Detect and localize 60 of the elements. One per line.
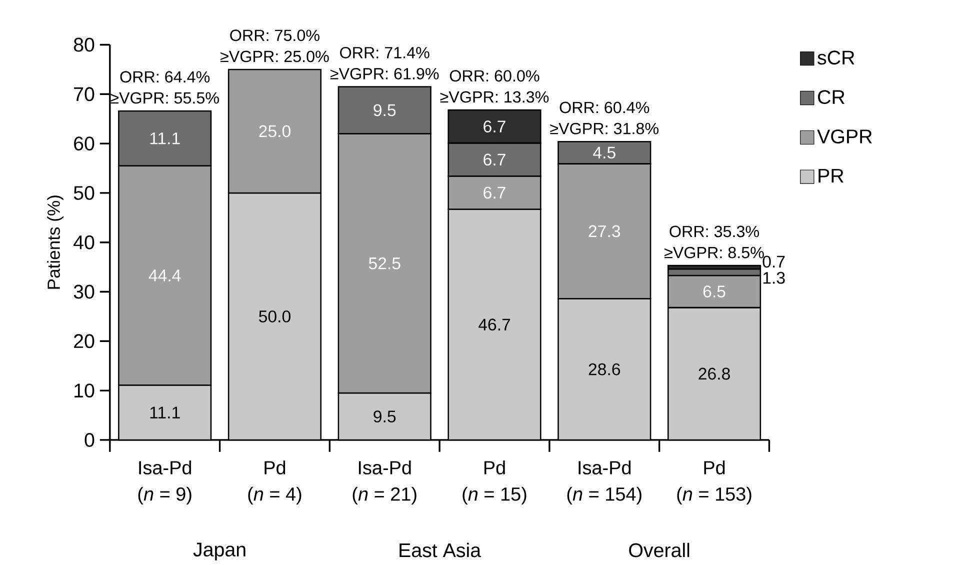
text: (n = 153) xyxy=(677,486,752,505)
annotation: ORR: 64.4% xyxy=(120,71,210,83)
text: (n = 21) xyxy=(352,486,416,505)
legend-label: PR xyxy=(818,168,844,182)
data-label: 44.4 xyxy=(148,270,181,282)
text: East Asia xyxy=(400,542,482,558)
data-label: 9.5 xyxy=(374,410,396,422)
y-tick-label: 60 xyxy=(74,136,94,151)
data-label: 0.7 xyxy=(762,256,785,268)
legend-label: sCR xyxy=(818,50,854,65)
x-tick-label: Pd xyxy=(704,460,725,474)
y-tick-label: 20 xyxy=(74,334,94,348)
data-label: 6.7 xyxy=(484,186,506,199)
data-label: 11.1 xyxy=(150,132,180,144)
data-label: 28.6 xyxy=(588,363,620,376)
text: (n = 15) xyxy=(462,486,526,505)
x-tick-label: Isa-Pd xyxy=(139,460,192,474)
data-label: 46.7 xyxy=(478,318,510,331)
data-label: 1.3 xyxy=(763,272,785,284)
data-label: 11.1 xyxy=(150,406,180,418)
data-label: 4.5 xyxy=(593,146,616,159)
data-label: 9.5 xyxy=(374,104,396,116)
y-tick-label: 70 xyxy=(74,87,94,102)
data-label: 6.7 xyxy=(484,120,506,132)
annotation: ORR: 60.0% xyxy=(450,70,540,82)
data-label: 25.0 xyxy=(259,125,290,138)
y-tick-label: 50 xyxy=(74,186,94,200)
annotation: ≥VGPR: 55.5% xyxy=(110,92,219,104)
y-axis-title: Patients (%) xyxy=(47,196,64,289)
data-label: 27.3 xyxy=(588,225,620,238)
data-label: 52.5 xyxy=(368,257,400,270)
x-tick-label: Isa-Pd xyxy=(578,460,631,474)
annotation: ORR: 71.4% xyxy=(340,46,430,58)
text: (n = 9) xyxy=(138,486,192,505)
text: (n = 4) xyxy=(248,486,302,505)
text: Japan xyxy=(193,542,246,560)
data-label: 26.8 xyxy=(698,368,730,380)
y-tick-label: 10 xyxy=(74,384,94,398)
text: (n = 154) xyxy=(567,486,642,505)
annotation: ORR: 60.4% xyxy=(560,102,650,114)
y-tick-label: 30 xyxy=(74,284,94,299)
legend-label: VGPR xyxy=(817,130,872,144)
annotation: ≥VGPR: 61.9% xyxy=(330,68,439,80)
data-label: 50.0 xyxy=(259,310,290,322)
data-label: 6.5 xyxy=(703,286,726,298)
text: Overall xyxy=(629,542,690,558)
y-tick-label: 40 xyxy=(74,235,94,250)
annotation: ≥VGPR: 8.5% xyxy=(664,246,764,258)
annotation: ≥VGPR: 13.3% xyxy=(440,91,549,103)
x-tick-label: Pd xyxy=(264,460,286,474)
annotation: ≥VGPR: 25.0% xyxy=(220,50,329,62)
annotation: ≥VGPR: 31.8% xyxy=(550,122,658,134)
annotation: ORR: 35.3% xyxy=(670,226,760,238)
y-tick-label: 0 xyxy=(84,432,94,447)
y-tick-label: 80 xyxy=(74,38,94,52)
x-tick-label: Isa-Pd xyxy=(358,460,411,474)
x-tick-label: Pd xyxy=(484,460,505,474)
legend-label: CR xyxy=(818,90,845,104)
text: ORR: 75.0% xyxy=(230,30,320,42)
data-label: 6.7 xyxy=(484,154,506,166)
